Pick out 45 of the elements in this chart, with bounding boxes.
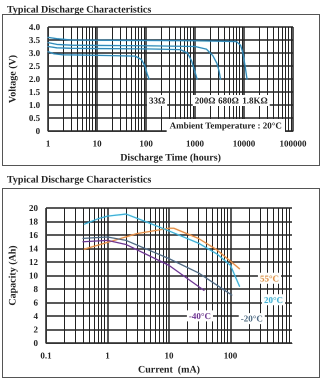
x-axis-title: Current (mA)	[138, 364, 200, 376]
series-label: 1.8KΩ	[242, 96, 268, 106]
x-tick-label: 1	[46, 138, 51, 148]
y-tick-label: 6	[34, 298, 38, 308]
chart-title: Typical Discharge Characteristics	[7, 174, 152, 186]
y-tick-label: 2.5	[28, 61, 41, 71]
x-tick-label: 10	[92, 138, 102, 148]
text: -40°C	[188, 310, 211, 321]
x-tick-label: 100000	[280, 138, 307, 148]
text: -20°C	[240, 314, 263, 324]
y-tick-label: 3.5	[28, 35, 41, 45]
x-tick-label: 10000	[232, 138, 256, 148]
text: 20°C	[264, 294, 284, 305]
series-label: 200Ω	[194, 96, 216, 106]
chart-title: Typical Discharge Characteristics	[7, 4, 152, 16]
y-tick-label: 8	[34, 284, 38, 294]
y-tick-label: 18	[29, 216, 38, 226]
y-tick-label: 14	[29, 244, 38, 254]
series-label: 33Ω	[148, 96, 166, 106]
x-tick-label: 10	[164, 350, 174, 360]
y-tick-label: 2.0	[28, 74, 41, 84]
text: 55°C	[260, 273, 280, 284]
y-tick-label: 20	[29, 203, 38, 213]
x-tick-label: 0.1	[40, 350, 52, 360]
y-tick-label: 1.0	[28, 100, 41, 110]
y-tick-label: 10	[29, 270, 38, 280]
x-tick-label: 100	[224, 350, 238, 360]
y-tick-label: 12	[29, 257, 38, 267]
y-tick-label: 0.5	[28, 113, 41, 123]
y-tick-label: 0	[36, 126, 41, 136]
x-axis-title: Discharge Time (hours)	[120, 152, 221, 164]
y-axis-title: Capacity (Ah)	[8, 245, 18, 306]
y-tick-label: 4.0	[28, 22, 41, 32]
y-tick-label: 4	[34, 311, 38, 321]
y-axis-title: Voltage (V)	[8, 54, 18, 104]
series-label: 680Ω	[218, 96, 239, 106]
y-tick-label: 2	[34, 324, 38, 334]
x-tick-label: 1	[105, 350, 110, 360]
y-tick-label: 16	[29, 230, 38, 240]
x-tick-label: 100	[139, 138, 154, 148]
x-tick-label: 1000	[186, 138, 205, 148]
y-tick-label: 3.0	[28, 48, 41, 58]
annotation: Ambient Temperature : 20°C	[170, 120, 282, 130]
y-tick-label: 1.5	[28, 87, 41, 97]
y-tick-label: 0	[34, 338, 38, 348]
